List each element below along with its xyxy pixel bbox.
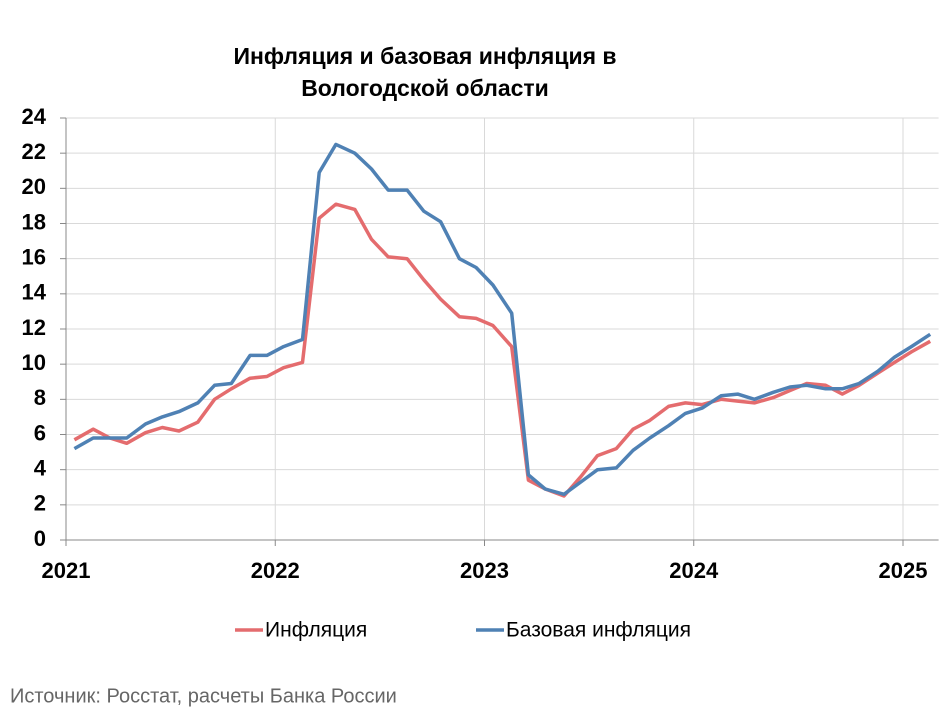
y-tick-label: 20 bbox=[22, 174, 46, 199]
x-tick-label: 2023 bbox=[460, 558, 509, 583]
y-tick-label: 18 bbox=[22, 209, 46, 234]
x-tick-label: 2024 bbox=[669, 558, 719, 583]
y-tick-label: 2 bbox=[34, 491, 46, 516]
y-tick-label: 6 bbox=[34, 420, 46, 445]
chart-title: Вологодской области bbox=[301, 75, 549, 101]
x-tick-label: 2025 bbox=[879, 558, 928, 583]
chart-title: Инфляция и базовая инфляция в bbox=[233, 43, 616, 69]
y-tick-label: 12 bbox=[22, 315, 46, 340]
x-tick-label: 2022 bbox=[251, 558, 300, 583]
data-line bbox=[73, 142, 932, 497]
y-tick-label: 22 bbox=[22, 139, 46, 164]
y-tick-label: 16 bbox=[22, 244, 46, 269]
y-tick-label: 4 bbox=[34, 455, 47, 480]
y-tick-label: 24 bbox=[22, 104, 47, 129]
legend-label: Инфляция bbox=[265, 619, 367, 642]
y-tick-label: 10 bbox=[22, 350, 46, 375]
source-note: Источник: Росстат, расчеты Банка России bbox=[10, 685, 397, 707]
legend-label: Базовая инфляция bbox=[506, 619, 691, 642]
x-tick-label: 2021 bbox=[42, 558, 91, 583]
data-line bbox=[73, 202, 932, 498]
y-tick-label: 14 bbox=[22, 280, 47, 305]
y-tick-label: 8 bbox=[34, 385, 46, 410]
y-tick-label: 0 bbox=[34, 526, 46, 551]
